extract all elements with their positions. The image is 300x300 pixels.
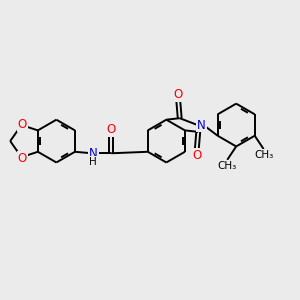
Text: O: O <box>18 118 27 130</box>
Text: H: H <box>89 157 97 166</box>
Text: N: N <box>89 147 98 160</box>
Text: CH₃: CH₃ <box>255 150 274 160</box>
Text: O: O <box>174 88 183 101</box>
Text: N: N <box>197 118 206 131</box>
Text: O: O <box>192 149 201 162</box>
Text: O: O <box>18 152 27 164</box>
Text: CH₃: CH₃ <box>217 161 236 171</box>
Text: O: O <box>106 123 116 136</box>
